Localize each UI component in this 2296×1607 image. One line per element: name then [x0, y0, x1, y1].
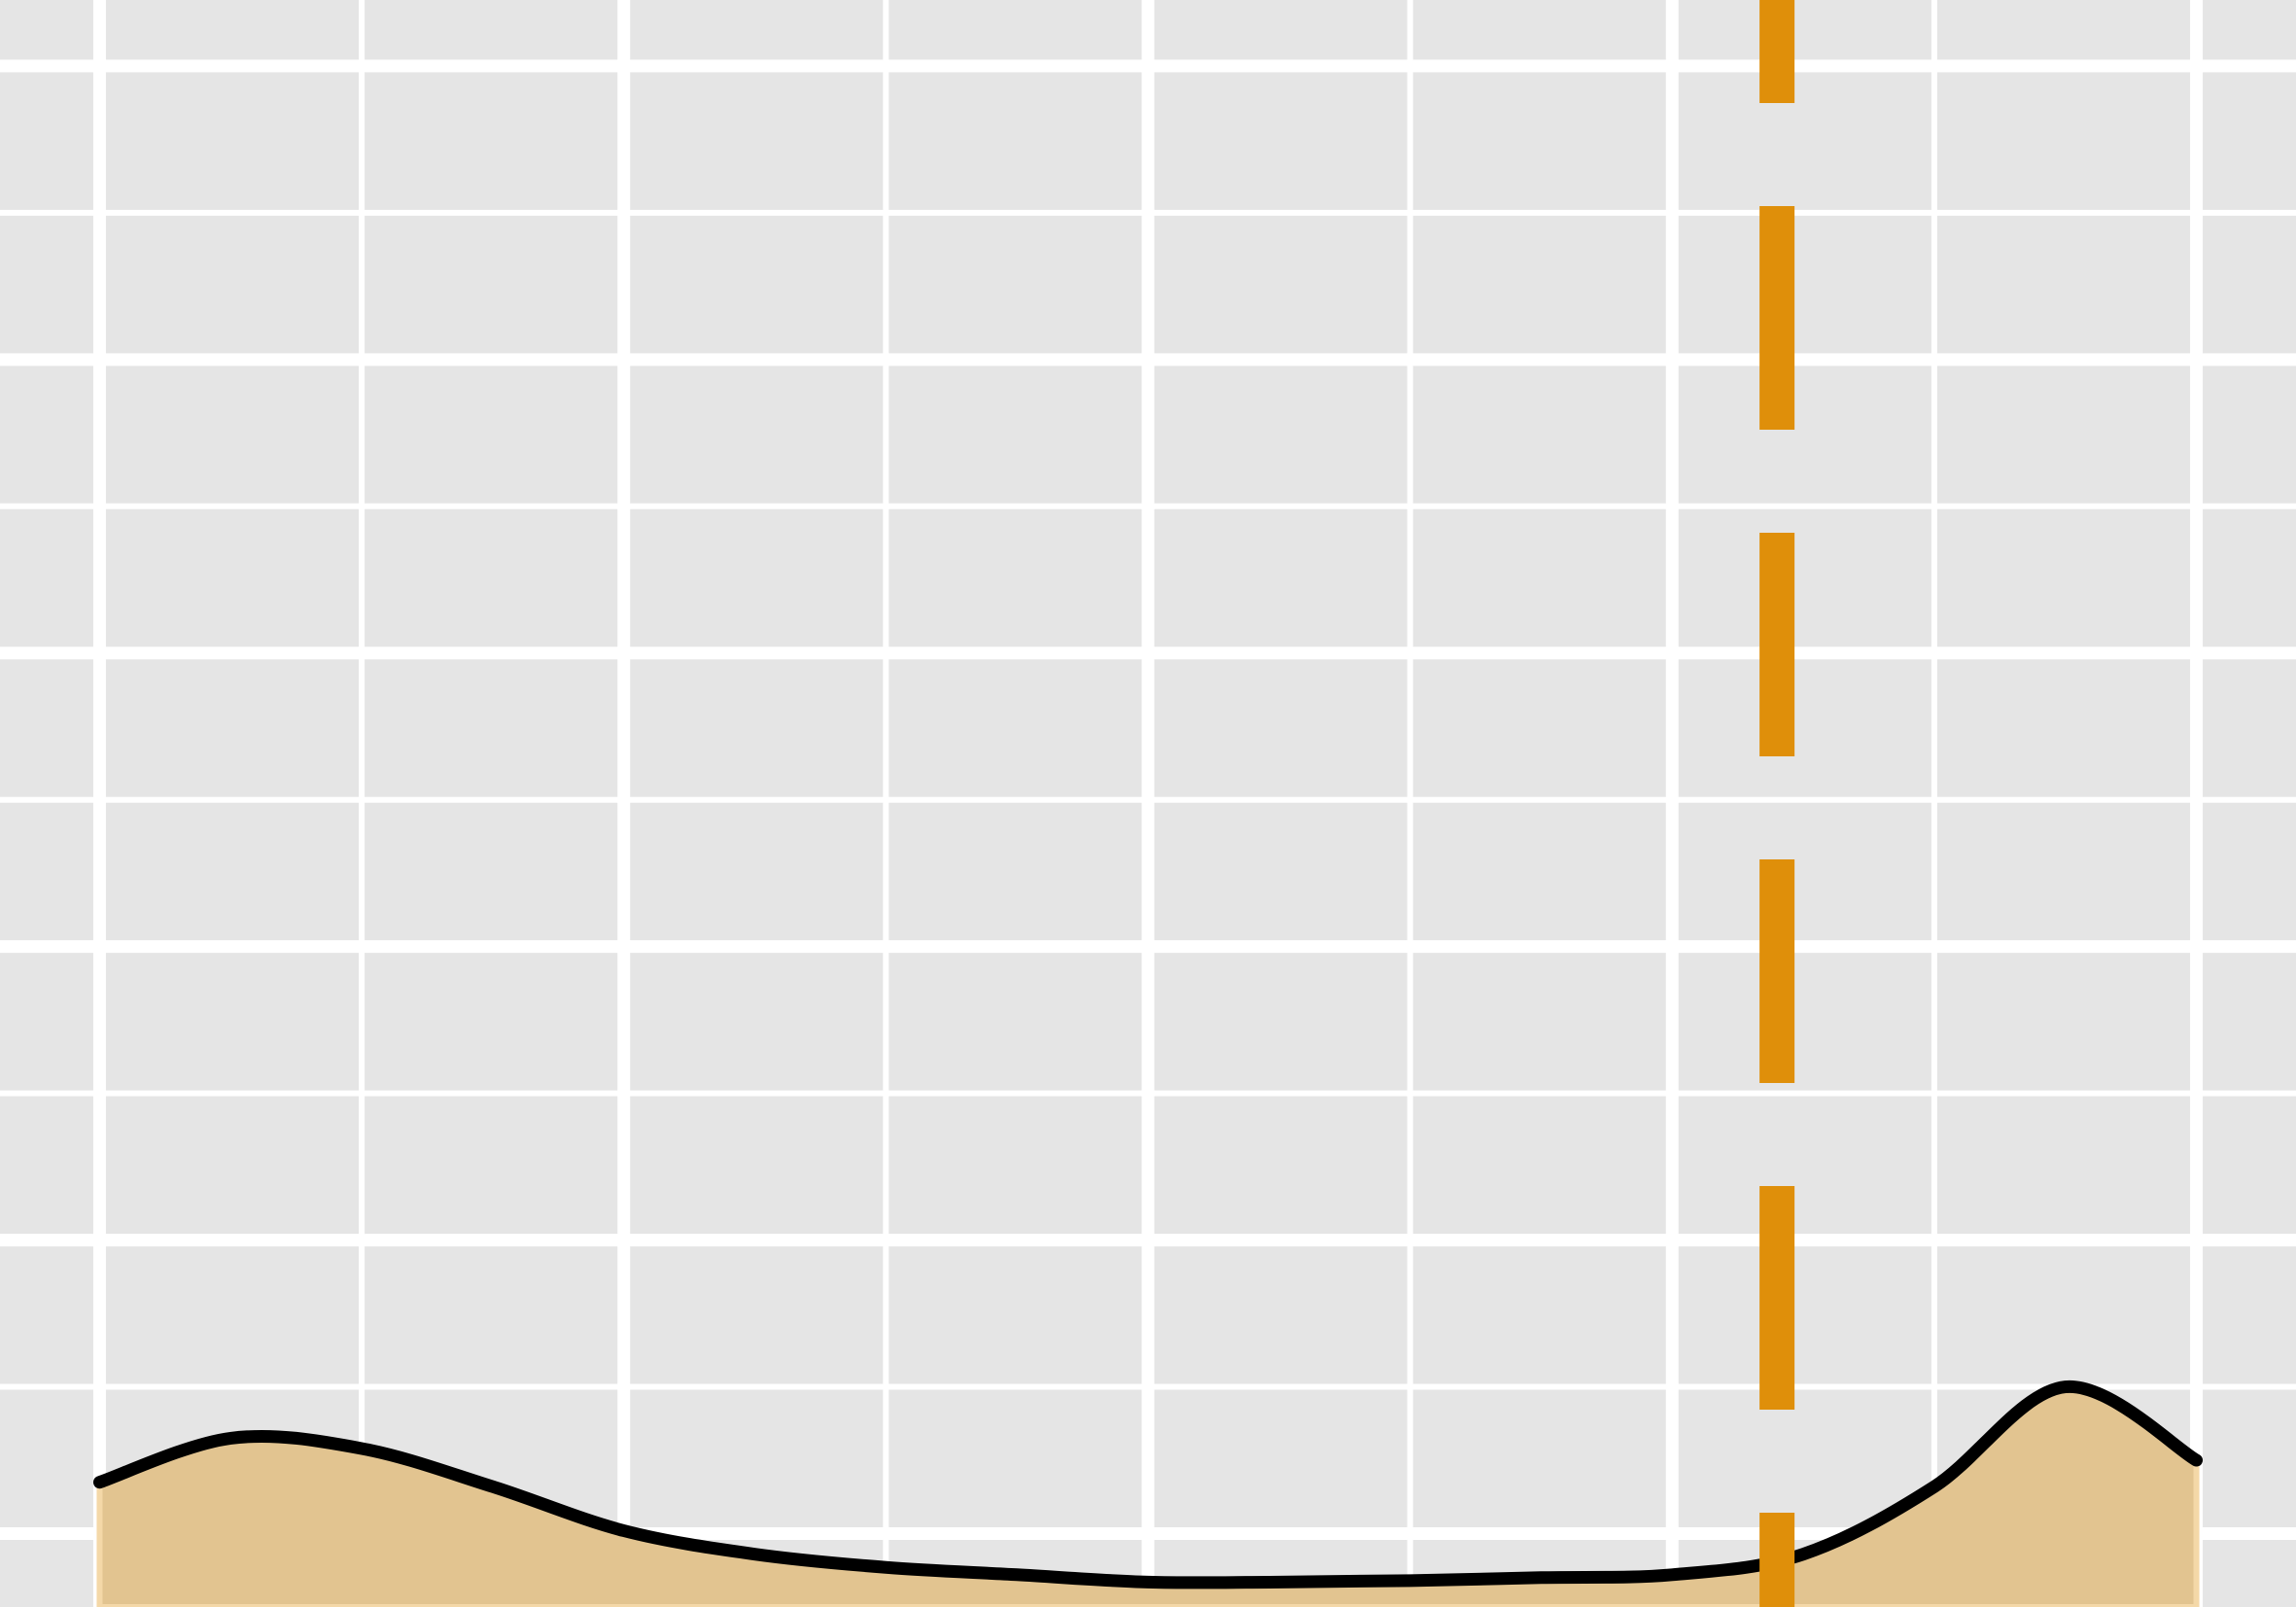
density-line: [92, 1380, 2204, 1590]
line-layer: [92, 1380, 2204, 1590]
